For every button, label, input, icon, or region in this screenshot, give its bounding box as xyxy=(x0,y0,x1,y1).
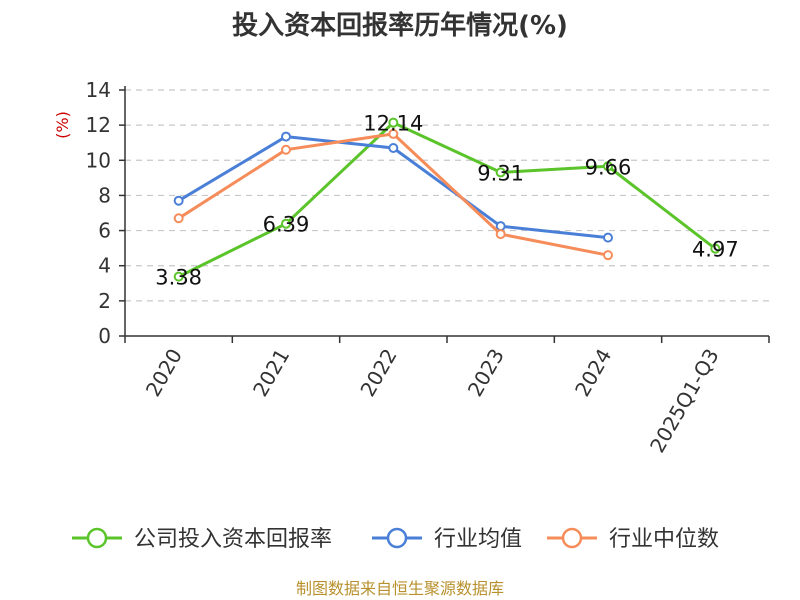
grid-lines xyxy=(125,89,769,302)
data-label: 6.39 xyxy=(263,213,310,237)
data-label: 12.14 xyxy=(363,112,423,136)
data-point-1 xyxy=(281,131,291,142)
y-tick-label: 2 xyxy=(98,289,111,313)
data-point-2 xyxy=(388,128,399,139)
x-tick-label: 2022 xyxy=(355,345,401,401)
chart-title: 投入资本回报率历年情况(%) xyxy=(232,10,568,41)
y-tick-label: 10 xyxy=(86,148,111,172)
legend-marker-1 xyxy=(386,527,408,549)
y-tick-label: 8 xyxy=(98,183,111,207)
data-label: 4.97 xyxy=(692,238,739,262)
y-tick-label: 0 xyxy=(98,324,111,348)
data-point-2 xyxy=(603,250,613,261)
data-labels: 3.38 6.39 12.14 9.31 9.66 4.97 xyxy=(155,112,738,290)
legend-marker-0 xyxy=(86,527,108,549)
legend-entry-1[interactable]: 行业均值 xyxy=(434,527,522,552)
legend-entry-2[interactable]: 行业中位数 xyxy=(609,527,719,552)
legend-marker-2 xyxy=(561,527,583,549)
y-tick-label: 12 xyxy=(86,113,111,137)
series-line-0 xyxy=(178,121,717,278)
data-point-2 xyxy=(281,144,291,155)
data-point-0 xyxy=(281,218,291,229)
data-point-0 xyxy=(495,167,506,178)
data-label: 9.66 xyxy=(585,155,632,179)
data-point-1 xyxy=(388,142,399,153)
x-tick-label: 2024 xyxy=(570,345,616,401)
y-tick-label: 4 xyxy=(98,254,111,278)
data-point-0 xyxy=(603,161,613,172)
axes: 0 2 4 6 8 10 12 14 2020 2021 2022 2023 2024 2025Q1-Q3 xyxy=(86,78,770,457)
data-label: 3.38 xyxy=(155,266,202,290)
data-point-0 xyxy=(710,243,721,254)
data-point-1 xyxy=(495,221,506,232)
y-tick-label: 14 xyxy=(86,78,111,102)
x-tick-label: 2020 xyxy=(141,345,187,401)
legend: 公司投入资本回报率 行业均值 行业中位数 xyxy=(72,527,719,552)
data-point-0 xyxy=(388,117,399,128)
data-point-1 xyxy=(603,232,613,243)
data-label: 9.31 xyxy=(477,161,524,185)
data-point-1 xyxy=(173,195,184,206)
x-tick-label: 2025Q1-Q3 xyxy=(645,345,724,457)
legend-entry-0[interactable]: 公司投入资本回报率 xyxy=(134,527,332,552)
source-note: 制图数据来自恒生聚源数据库 xyxy=(296,579,504,598)
series-layer xyxy=(173,117,721,282)
x-tick-label: 2023 xyxy=(463,344,509,400)
x-tick-label: 2021 xyxy=(248,345,294,401)
y-tick-label: 6 xyxy=(98,219,111,243)
data-point-0 xyxy=(173,271,184,282)
y-axis-label: (%) xyxy=(53,111,72,139)
data-point-2 xyxy=(495,229,506,240)
data-point-2 xyxy=(173,213,184,224)
